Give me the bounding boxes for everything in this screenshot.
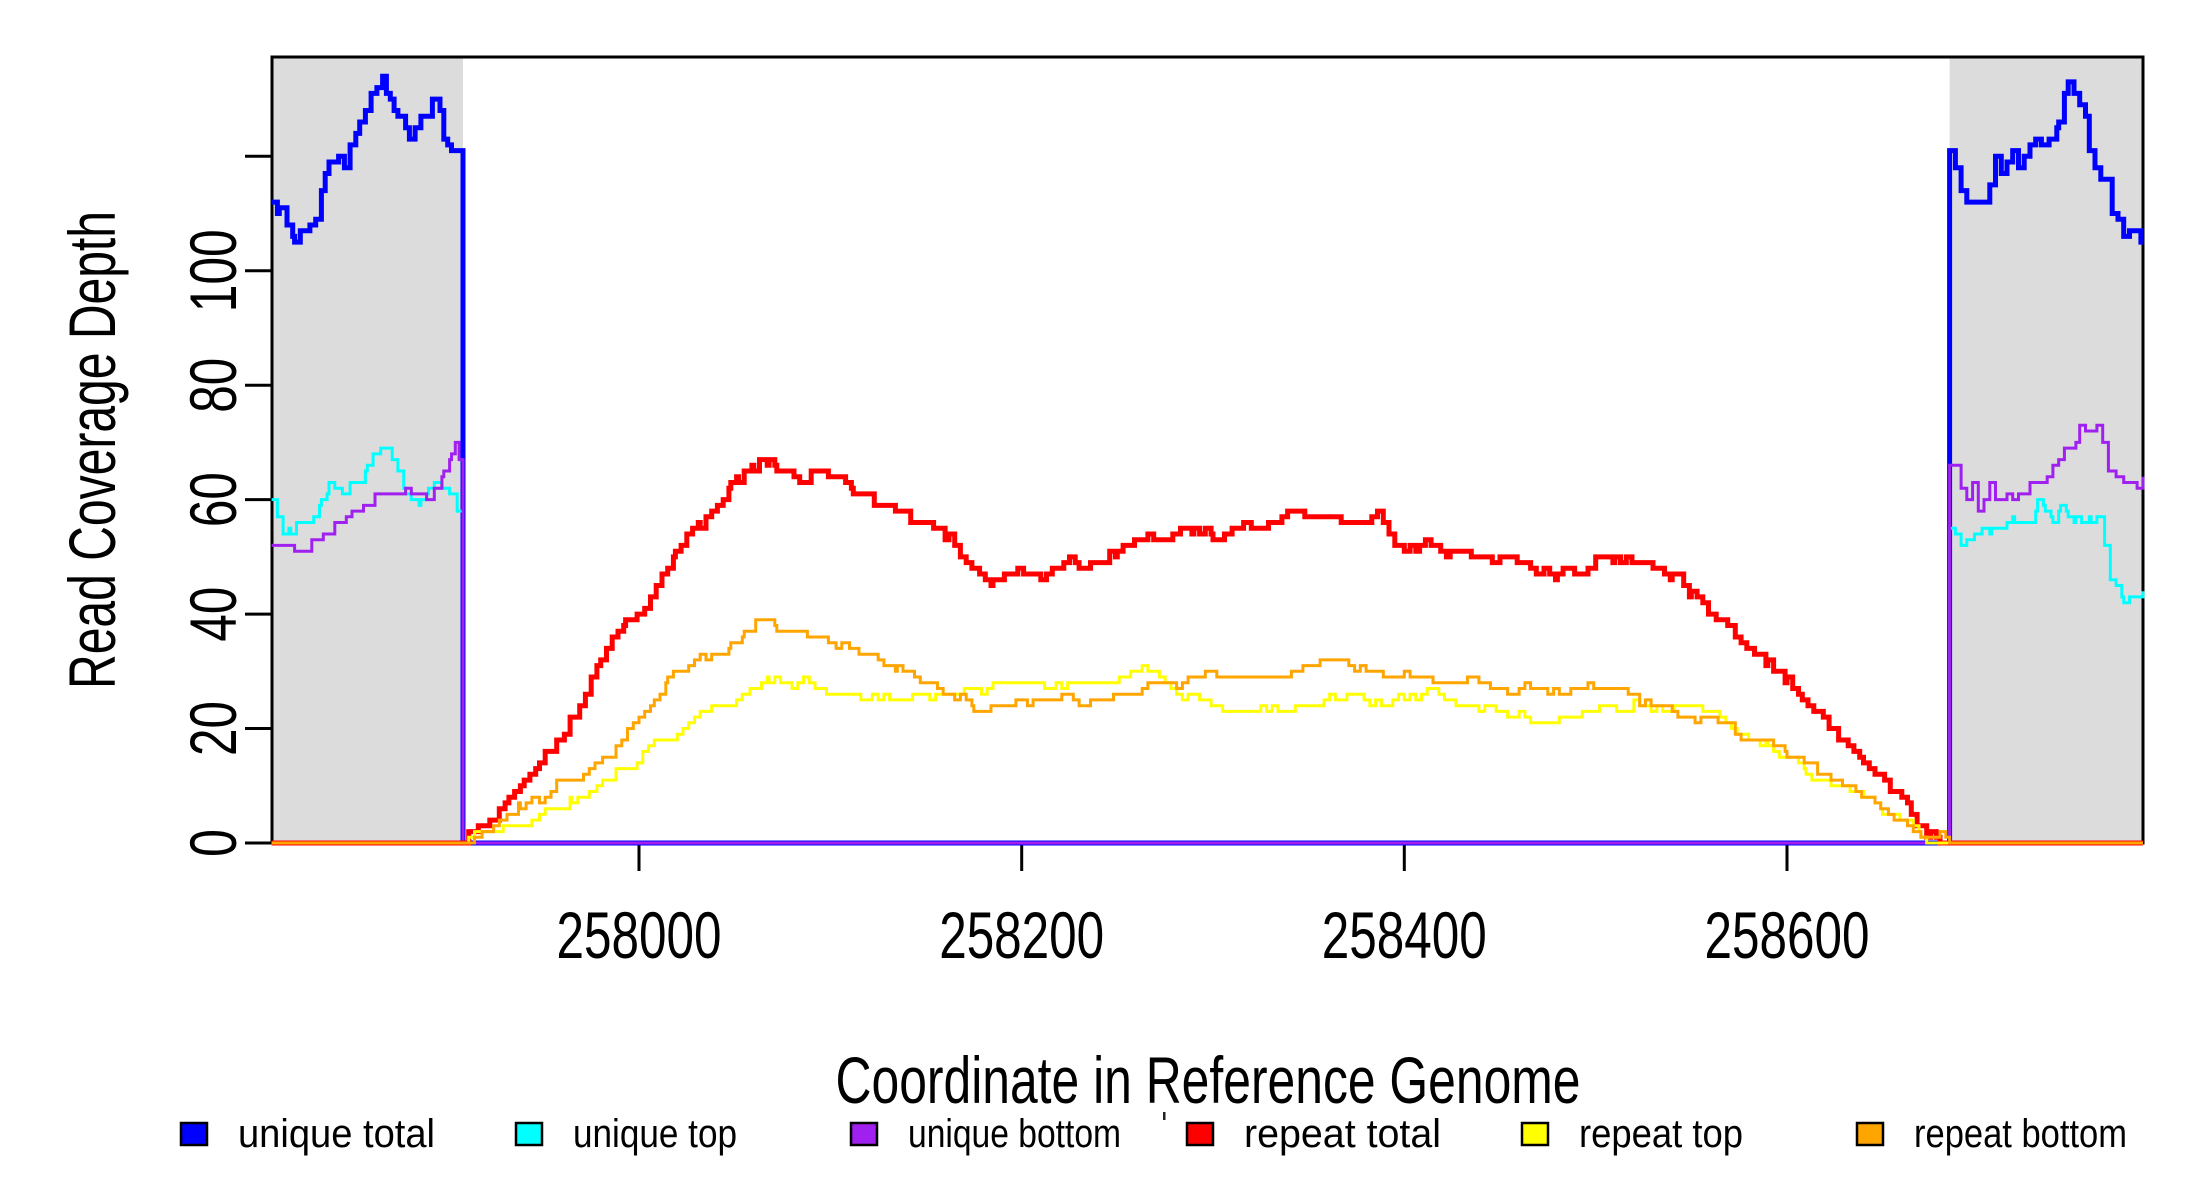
legend-entry: repeat total xyxy=(1185,1112,1441,1156)
legend-entry: unique top xyxy=(514,1112,737,1156)
legend-entry: repeat top xyxy=(1520,1112,1743,1156)
plot-border xyxy=(270,55,2145,845)
legend-label: unique bottom xyxy=(908,1112,1121,1156)
series-repeat-bottom xyxy=(271,618,2143,845)
unique-total-swatch-icon xyxy=(179,1121,209,1147)
series-unique-total xyxy=(271,73,2144,846)
y-tick-label: 60 xyxy=(176,472,250,527)
legend-entry: unique total xyxy=(179,1112,435,1156)
series-repeat-top xyxy=(271,664,2143,845)
repeat-bottom-swatch-icon xyxy=(1855,1121,1885,1147)
axes: 0 20 40 60 80 100 258000 258200 258400 258600 xyxy=(176,154,1870,972)
x-tick-label: 258200 xyxy=(939,898,1104,972)
legend-entry: unique bottom xyxy=(849,1112,1121,1156)
x-tick-label: 258400 xyxy=(1322,898,1487,972)
legend-label: repeat top xyxy=(1579,1112,1743,1156)
y-tick-label: 100 xyxy=(176,229,250,312)
unique-region-shading xyxy=(1949,57,2143,843)
unique-top-swatch-icon xyxy=(514,1121,544,1147)
x-tick-label: 258600 xyxy=(1705,898,1870,972)
repeat-total-swatch-icon xyxy=(1185,1121,1215,1147)
stray-mark xyxy=(1163,1112,1166,1120)
series-repeat-total xyxy=(271,457,2143,846)
x-axis-title: Coordinate in Reference Genome xyxy=(836,1043,1581,1117)
y-tick-label: 80 xyxy=(176,358,250,413)
y-tick-label: 20 xyxy=(176,701,250,756)
repeat-top-swatch-icon xyxy=(1520,1121,1550,1147)
unique-bottom-swatch-icon xyxy=(849,1121,879,1147)
y-tick-label: 0 xyxy=(176,829,250,857)
legend: unique total unique top unique bottom re… xyxy=(179,1112,2127,1156)
series-unique-top xyxy=(271,446,2145,845)
y-axis-title: Read Coverage Depth xyxy=(55,211,129,689)
unique-region-shading xyxy=(272,57,463,843)
legend-entry: repeat bottom xyxy=(1855,1112,2127,1156)
legend-label: unique total xyxy=(238,1112,435,1156)
legend-label: unique top xyxy=(573,1112,737,1156)
legend-label: repeat total xyxy=(1244,1112,1441,1156)
legend-label: repeat bottom xyxy=(1914,1112,2127,1156)
y-tick-label: 40 xyxy=(176,587,250,642)
series-layer xyxy=(271,73,2145,846)
x-tick-label: 258000 xyxy=(557,898,722,972)
series-unique-bottom xyxy=(271,423,2145,845)
shaded-regions xyxy=(272,57,2143,843)
